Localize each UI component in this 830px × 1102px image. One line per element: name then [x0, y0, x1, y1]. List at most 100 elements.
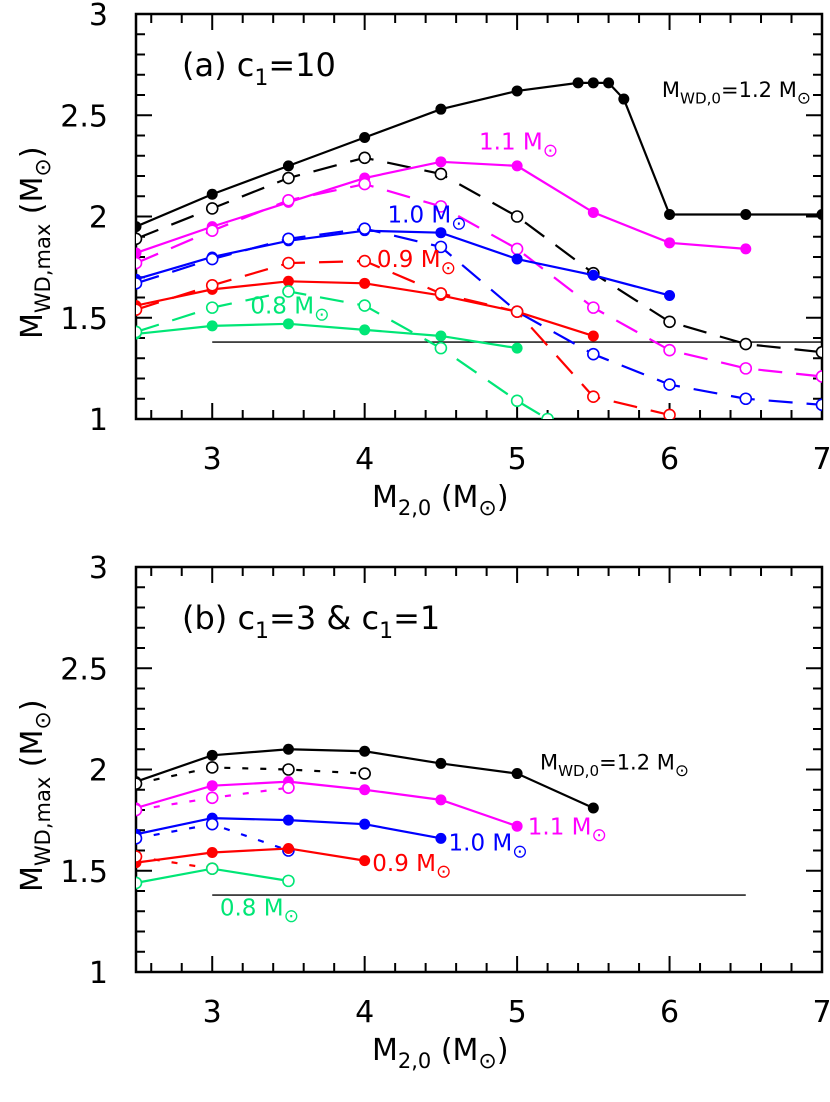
data-point: [136, 850, 143, 863]
data-point: [815, 370, 822, 383]
x-tick-label: 7: [812, 442, 830, 477]
y-tick-label: 1.5: [60, 855, 108, 890]
y-tick-label: 2: [89, 201, 108, 236]
data-point: [136, 221, 142, 233]
data-point: [206, 320, 218, 332]
data-point: [358, 177, 371, 191]
data-point: [282, 743, 294, 755]
data-point: [435, 227, 447, 239]
data-point: [282, 763, 295, 776]
series-label: MWD,0=1.2 M⊙: [662, 78, 811, 107]
data-point: [572, 77, 584, 89]
data-series: [136, 254, 676, 419]
x-tick-label: 6: [660, 442, 679, 477]
data-point: [664, 208, 676, 220]
data-point: [136, 832, 143, 845]
data-point: [587, 347, 600, 361]
y-tick-label: 3: [89, 551, 108, 586]
panel-b-chart: 3 4 5 6 7 1 1.5 2 2.5 3 M2,0 (M⊙) MWD,max (M⊙) (b) c…: [15, 551, 830, 1074]
data-point: [205, 817, 219, 831]
data-point: [511, 820, 523, 832]
data-point: [205, 279, 219, 292]
panel-a-chart: 3 4 5 6 7 1 1.5 2 2.5 3 M2,0 (M⊙) MWD,max (M⊙) (a) c…: [15, 0, 830, 521]
data-point: [136, 256, 143, 270]
data-point: [205, 224, 219, 237]
data-point: [587, 390, 600, 404]
data-point: [739, 337, 753, 351]
data-point: [434, 167, 448, 181]
data-point: [282, 874, 295, 888]
data-point: [206, 749, 218, 761]
data-series: [136, 781, 295, 817]
data-point: [282, 194, 295, 207]
data-series: [136, 761, 371, 790]
x-tick-label: 3: [203, 442, 222, 477]
data-point: [359, 784, 371, 796]
y-axis-label: MWD,max (M⊙): [15, 146, 56, 339]
y-tick-label: 2.5: [60, 99, 108, 134]
series-label: 0.9 M⊙: [377, 247, 456, 279]
data-point: [359, 324, 371, 336]
x-tick-label: 7: [812, 995, 830, 1030]
data-series: [136, 177, 822, 383]
data-point: [434, 287, 448, 300]
x-tick-label: 5: [508, 995, 527, 1030]
panel-label: (a) c1=10: [182, 46, 336, 91]
data-point: [739, 392, 753, 406]
data-point: [740, 208, 752, 220]
x-tick-label: 4: [355, 442, 374, 477]
data-point: [664, 237, 676, 249]
data-series: [136, 151, 822, 359]
data-point: [282, 781, 295, 795]
data-point: [136, 247, 142, 259]
data-point: [359, 818, 371, 830]
data-point: [282, 232, 295, 246]
data-point: [510, 242, 524, 256]
data-point: [282, 814, 294, 826]
panel-label: (b) c1=3 & c1=1: [182, 599, 440, 644]
data-point: [136, 876, 143, 890]
data-point: [136, 303, 143, 316]
series-label: MWD,0=1.2 M⊙: [540, 751, 689, 780]
data-point: [359, 745, 371, 757]
data-point: [740, 243, 752, 255]
data-series: [136, 862, 295, 890]
y-axis-label: MWD,max (M⊙): [15, 699, 56, 892]
data-series: [136, 77, 822, 233]
data-point: [510, 305, 524, 318]
data-point: [359, 855, 371, 867]
x-tick-label: 3: [203, 995, 222, 1030]
x-tick-label: 6: [660, 995, 679, 1030]
data-point: [282, 285, 295, 298]
data-point: [206, 847, 218, 859]
y-tick-label: 2.5: [60, 652, 108, 687]
data-point: [358, 254, 371, 268]
data-point: [435, 757, 447, 769]
data-point: [815, 398, 822, 412]
data-point: [510, 394, 524, 408]
y-tick-label: 1.5: [60, 302, 108, 337]
series-label: 1.1 M⊙: [479, 130, 558, 162]
data-point: [664, 289, 676, 301]
data-point: [282, 275, 294, 287]
data-point: [435, 794, 447, 806]
data-series: [136, 743, 599, 814]
y-tick-label: 1: [89, 956, 108, 991]
data-point: [587, 77, 599, 89]
x-axis-label: M2,0 (M⊙): [372, 480, 509, 521]
data-point: [587, 206, 599, 218]
series-label: 1.0 M⊙: [388, 203, 467, 235]
data-point: [358, 222, 371, 235]
y-tick-label: 1: [89, 403, 108, 438]
data-point: [510, 210, 524, 223]
data-point: [587, 802, 599, 814]
data-point: [435, 330, 447, 342]
x-tick-label: 4: [355, 995, 374, 1030]
data-point: [282, 256, 295, 270]
data-point: [136, 803, 143, 817]
data-point: [435, 832, 447, 844]
data-point: [663, 408, 676, 419]
data-point: [511, 768, 523, 780]
data-point: [587, 269, 599, 281]
series-label: 0.8 M⊙: [220, 895, 299, 927]
